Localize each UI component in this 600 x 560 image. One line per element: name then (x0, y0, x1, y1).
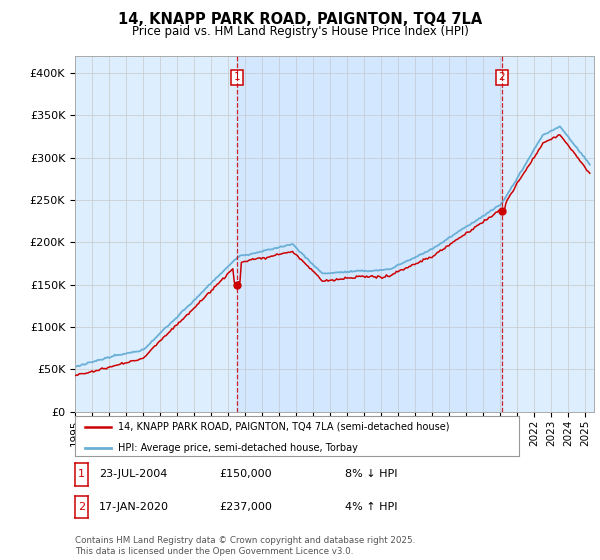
Text: Price paid vs. HM Land Registry's House Price Index (HPI): Price paid vs. HM Land Registry's House … (131, 25, 469, 38)
Text: 4% ↑ HPI: 4% ↑ HPI (345, 502, 398, 512)
Text: 1: 1 (78, 469, 85, 479)
Text: 23-JUL-2004: 23-JUL-2004 (99, 469, 167, 479)
Text: 14, KNAPP PARK ROAD, PAIGNTON, TQ4 7LA (semi-detached house): 14, KNAPP PARK ROAD, PAIGNTON, TQ4 7LA (… (118, 422, 449, 432)
Text: 2: 2 (78, 502, 85, 512)
Text: 17-JAN-2020: 17-JAN-2020 (99, 502, 169, 512)
Text: £150,000: £150,000 (219, 469, 272, 479)
Text: 2: 2 (498, 72, 505, 82)
Text: 8% ↓ HPI: 8% ↓ HPI (345, 469, 398, 479)
Text: Contains HM Land Registry data © Crown copyright and database right 2025.
This d: Contains HM Land Registry data © Crown c… (75, 536, 415, 556)
Text: 1: 1 (234, 72, 241, 82)
Bar (237, 56, 502, 412)
Text: 14, KNAPP PARK ROAD, PAIGNTON, TQ4 7LA: 14, KNAPP PARK ROAD, PAIGNTON, TQ4 7LA (118, 12, 482, 27)
Text: £237,000: £237,000 (219, 502, 272, 512)
Text: HPI: Average price, semi-detached house, Torbay: HPI: Average price, semi-detached house,… (118, 442, 358, 452)
